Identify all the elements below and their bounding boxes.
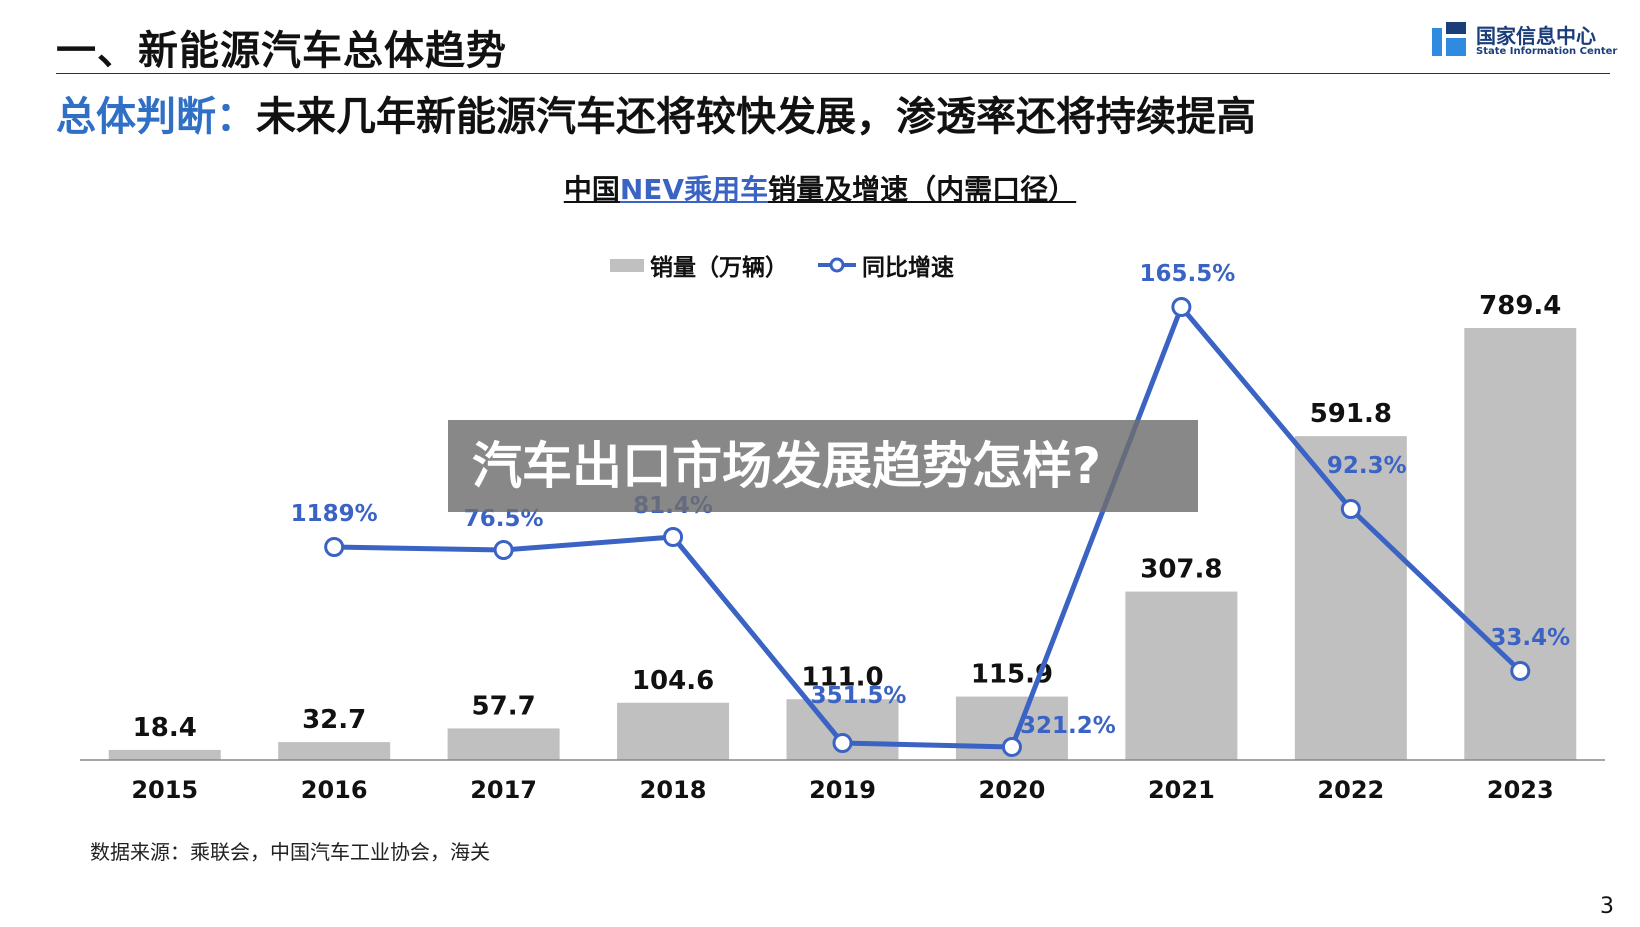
growth-point-2022 [1340, 499, 1361, 519]
bar-2015 [108, 749, 221, 760]
growth-line [334, 304, 1523, 750]
legend-bar-swatch [610, 258, 644, 272]
growth-label-2022: 92.3% [1327, 453, 1407, 479]
growth-point-2018 [663, 527, 684, 547]
bar-label-2017: 57.7 [472, 691, 536, 721]
x-tick-label-2020: 2020 [979, 776, 1046, 804]
logo: 国家信息中心 State Information Center [1432, 20, 1617, 60]
growth-label-2023: 33.4% [1490, 625, 1570, 651]
x-tick-label-2019: 2019 [809, 776, 876, 804]
x-tick-label-2015: 2015 [131, 776, 198, 804]
x-tick-label-2018: 2018 [640, 776, 707, 804]
growth-label-2016: 1189% [291, 501, 378, 527]
legend-label-sales: 销量（万辆） [650, 255, 788, 281]
chart-title-accent: NEV乘用车 [619, 173, 769, 206]
growth-label-2019: 351.5% [811, 683, 907, 709]
legend-item-growth: 同比增速 [818, 248, 954, 282]
subtitle-label: 总体判断： [56, 94, 256, 140]
growth-label-2021: 165.5% [1139, 261, 1235, 287]
growth-point-2023 [1510, 661, 1531, 681]
bar-label-2023: 789.4 [1479, 291, 1561, 321]
header-divider [56, 73, 1610, 74]
bar-2021 [1125, 591, 1238, 760]
legend-item-sales: 销量（万辆） [610, 248, 788, 282]
bar-2023 [1464, 328, 1577, 760]
overlay-banner: 汽车出口市场发展趋势怎样? [448, 420, 1198, 512]
state-info-center-logo-icon [1432, 22, 1466, 56]
chart-title-prefix: 中国 [563, 173, 620, 206]
bar-label-2021: 307.8 [1140, 555, 1222, 585]
growth-point-2020 [1001, 737, 1022, 757]
bar-2017 [447, 728, 560, 760]
growth-point-2021 [1171, 297, 1192, 317]
growth-point-2019 [832, 733, 853, 753]
logo-text-en: State Information Center [1476, 46, 1618, 57]
x-tick-label-2023: 2023 [1487, 776, 1554, 804]
bar-label-2018: 104.6 [632, 666, 714, 696]
growth-point-2017 [493, 540, 514, 560]
bar-label-2022: 591.8 [1310, 399, 1392, 429]
growth-label-2020: 321.2% [1020, 713, 1116, 739]
growth-point-2016 [324, 537, 345, 557]
page-title: 一、新能源汽车总体趋势 [56, 28, 507, 74]
subtitle: 总体判断：未来几年新能源汽车还将较快发展，渗透率还将持续提高 [56, 84, 1256, 142]
chart-legend: 销量（万辆） 同比增速 [610, 248, 984, 282]
subtitle-text: 未来几年新能源汽车还将较快发展，渗透率还将持续提高 [256, 94, 1256, 140]
bar-label-2015: 18.4 [133, 713, 197, 743]
bar-2018 [617, 702, 730, 760]
x-tick-label-2017: 2017 [470, 776, 537, 804]
data-source: 数据来源：乘联会，中国汽车工业协会，海关 [90, 840, 490, 864]
bar-label-2016: 32.7 [302, 705, 366, 735]
legend-label-growth: 同比增速 [862, 255, 954, 281]
bar-label-2019: 111.0 [801, 662, 883, 692]
bar-2022 [1294, 436, 1407, 760]
logo-text-cn: 国家信息中心 [1476, 24, 1596, 48]
legend-line-swatch [818, 257, 856, 273]
bar-2016 [278, 742, 391, 760]
x-tick-label-2022: 2022 [1317, 776, 1384, 804]
x-tick-label-2021: 2021 [1148, 776, 1215, 804]
x-tick-label-2016: 2016 [301, 776, 368, 804]
chart-title: 中国NEV乘用车销量及增速（内需口径） [0, 168, 1640, 208]
page-number: 3 [1600, 894, 1614, 919]
chart-title-suffix: 销量及增速（内需口径） [768, 173, 1077, 206]
